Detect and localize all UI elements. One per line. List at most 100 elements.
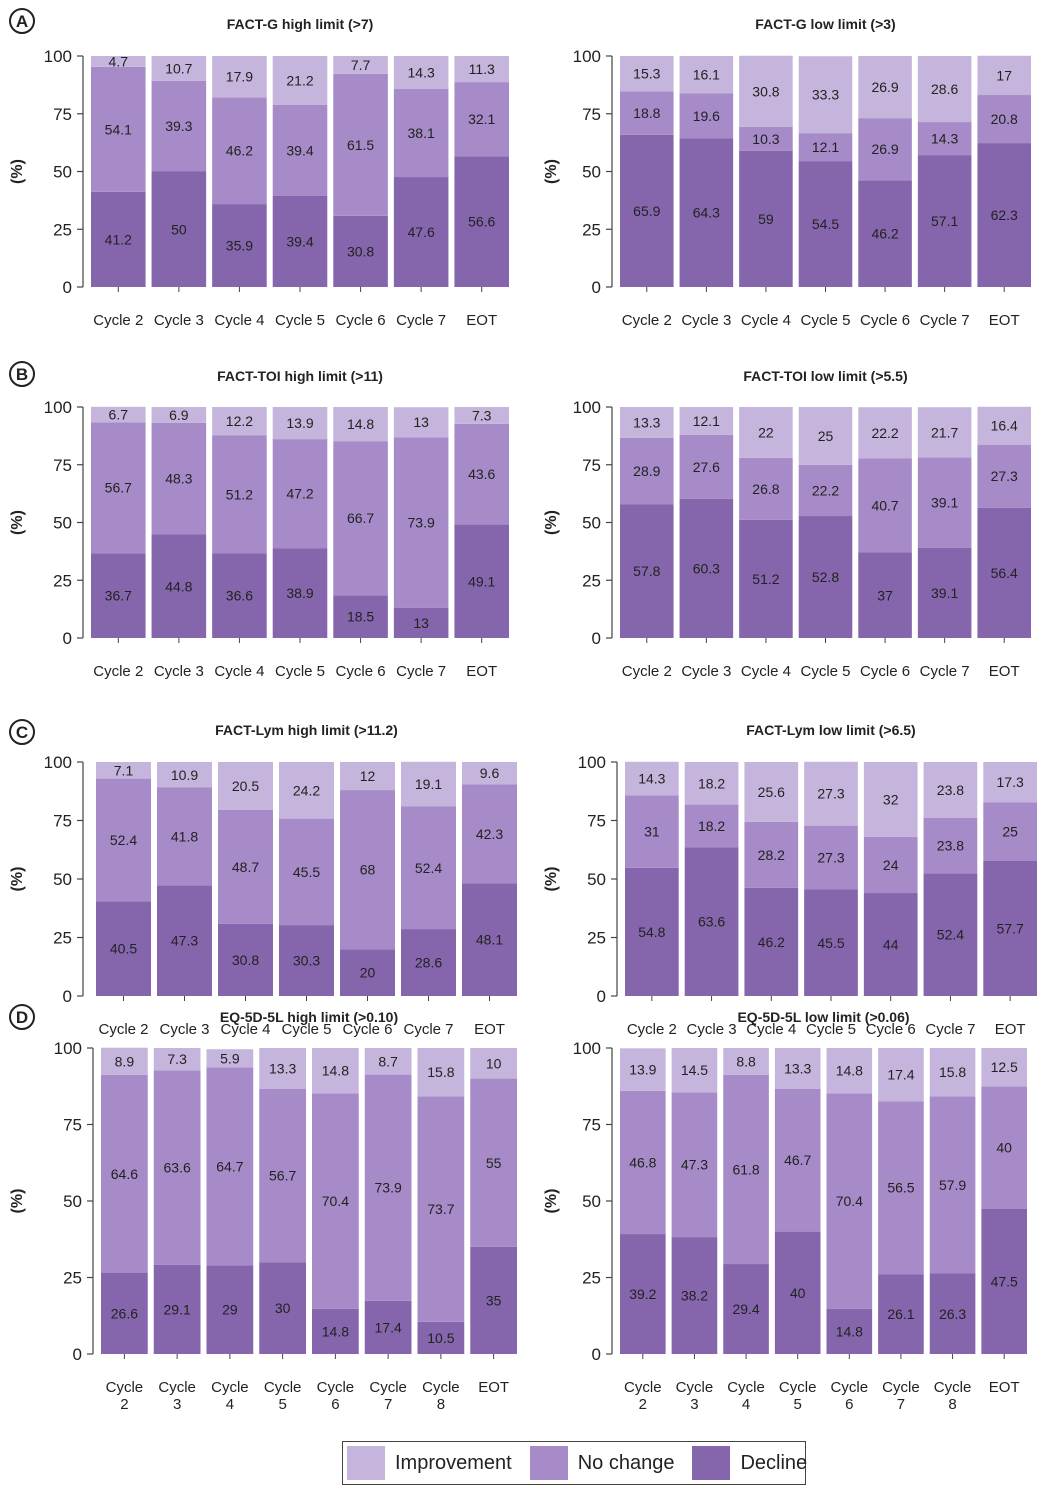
chart-1-bar-cycle-4-decline xyxy=(212,204,267,287)
chart-1-x-tick-label-cycle-5: Cycle 5 xyxy=(275,312,325,329)
chart-1-bar-cycle-5-improvement xyxy=(272,56,328,105)
chart-7-data-label-cycle-4-no-change: 64.7 xyxy=(216,1158,243,1174)
chart-6-data-label-cycle-3-no-change: 18.2 xyxy=(698,818,725,834)
chart-6-data-label-cycle-4-no-change: 28.2 xyxy=(758,847,785,863)
chart-6-data-label-cycle-4-improvement: 25.6 xyxy=(758,784,785,800)
chart-5-data-label-cycle-4-no-change: 48.7 xyxy=(232,859,259,875)
chart-8-bar-cycle-5-decline xyxy=(774,1231,821,1354)
chart-8-bar-cycle-6-improvement xyxy=(826,1048,873,1094)
chart-2-x-tick-label-cycle-6: Cycle 6 xyxy=(860,312,910,329)
chart-8-bar-cycle-2-decline xyxy=(620,1234,666,1354)
chart-8-bar-cycle-8-improvement xyxy=(929,1048,976,1097)
chart-1-x-tick-label-eot: EOT xyxy=(466,312,497,329)
chart-7-data-label-cycle-5-improvement: 13.3 xyxy=(269,1060,296,1076)
chart-8-bar-eot-no-change xyxy=(981,1086,1027,1209)
chart-2-bar-cycle-6-improvement xyxy=(858,56,912,119)
chart-4-data-label-eot-no-change: 27.3 xyxy=(991,468,1018,484)
chart-1-y-tick-label-75: 75 xyxy=(53,105,72,124)
chart-8-bar-cycle-3-no-change xyxy=(671,1092,718,1238)
chart-7-data-label-eot-improvement: 10 xyxy=(486,1055,502,1071)
chart-6-bar-cycle-4-improvement xyxy=(744,762,799,822)
chart-2-bar-cycle-3-improvement xyxy=(679,56,734,94)
chart-4-bar-cycle-3-decline xyxy=(679,498,734,638)
chart-7-bar-cycle-5-no-change xyxy=(259,1088,306,1263)
chart-3-bar-cycle-4-no-change xyxy=(212,435,267,554)
chart-6-data-label-cycle-5-no-change: 27.3 xyxy=(817,850,844,866)
chart-2-data-label-cycle-7-no-change: 14.3 xyxy=(931,131,958,147)
chart-8-y-tick-label-100: 100 xyxy=(573,1039,601,1058)
chart-6-bar-eot-decline xyxy=(983,860,1037,996)
chart-4-bar-cycle-7-no-change xyxy=(917,457,972,548)
chart-8-x-tick-label-cycle-8: Cycle 8 xyxy=(934,1379,972,1413)
chart-6-data-label-eot-no-change: 25 xyxy=(1002,824,1018,840)
chart-7-data-label-cycle-4-decline: 29 xyxy=(222,1302,238,1318)
chart-8-data-label-cycle-8-no-change: 57.9 xyxy=(939,1177,966,1193)
chart-2-bar-cycle-3-decline xyxy=(679,138,734,287)
chart-6-bar-eot-improvement xyxy=(983,762,1037,803)
chart-5-bar-cycle-3-no-change xyxy=(157,787,212,886)
chart-2-bar-cycle-3-no-change xyxy=(679,93,734,139)
chart-7-data-label-cycle-7-decline: 17.4 xyxy=(375,1319,402,1335)
chart-4-bar-cycle-3-improvement xyxy=(679,407,734,435)
chart-7-bar-eot-no-change xyxy=(470,1078,517,1247)
chart-4-x-tick-label-cycle-6: Cycle 6 xyxy=(860,663,910,680)
chart-7-bar-cycle-2-decline xyxy=(101,1272,148,1354)
chart-1-data-label-cycle-4-improvement: 17.9 xyxy=(226,69,253,85)
chart-4-data-label-cycle-4-no-change: 26.8 xyxy=(752,481,779,497)
chart-7-x-tick-label-cycle-7: Cycle 7 xyxy=(369,1379,407,1413)
chart-6-y-tick-label-75: 75 xyxy=(587,812,606,831)
chart-1-data-label-cycle-3-improvement: 10.7 xyxy=(165,60,192,76)
chart-6-bar-cycle-7-no-change xyxy=(923,817,978,874)
chart-2-data-label-eot-improvement: 17 xyxy=(996,67,1012,83)
chart-2-data-label-cycle-4-improvement: 30.8 xyxy=(752,83,779,99)
chart-8-data-label-eot-decline: 47.5 xyxy=(991,1273,1018,1289)
chart-1-data-label-eot-improvement: 11.3 xyxy=(469,61,495,77)
chart-5-data-label-cycle-2-improvement: 7.1 xyxy=(114,762,134,778)
chart-5-data-label-eot-improvement: 9.6 xyxy=(480,765,500,781)
chart-2-bar-cycle-7-decline xyxy=(917,155,972,287)
chart-4-y-tick-label-50: 50 xyxy=(582,514,601,533)
chart-1-bar-cycle-3-decline xyxy=(151,171,207,287)
chart-5-y-tick-label-100: 100 xyxy=(44,753,72,772)
chart-8-y-tick-label-50: 50 xyxy=(582,1192,601,1211)
panel-d-label: D xyxy=(16,1008,28,1027)
chart-7-title: EQ-5D-5L high limit (>0.10) xyxy=(220,1009,398,1025)
chart-4-bar-cycle-2-decline xyxy=(620,504,674,638)
chart-5-bar-cycle-3-improvement xyxy=(157,762,212,788)
chart-8-data-label-cycle-3-decline: 38.2 xyxy=(681,1288,708,1304)
chart-7-data-label-cycle-2-no-change: 64.6 xyxy=(111,1166,138,1182)
chart-5-data-label-cycle-7-improvement: 19.1 xyxy=(415,776,442,792)
chart-2-bar-cycle-2-no-change xyxy=(620,91,674,135)
chart-7-data-label-cycle-6-no-change: 70.4 xyxy=(322,1193,349,1209)
panel-a-label: A xyxy=(16,12,28,31)
chart-7-data-label-cycle-2-decline: 26.6 xyxy=(111,1305,138,1321)
chart-1-data-label-cycle-6-improvement: 7.7 xyxy=(351,57,371,73)
chart-6-data-label-cycle-7-no-change: 23.8 xyxy=(937,838,964,854)
chart-3-data-label-cycle-6-improvement: 14.8 xyxy=(347,416,374,432)
chart-1-bar-eot-improvement xyxy=(454,56,509,83)
chart-2-y-tick-label-75: 75 xyxy=(582,105,601,124)
chart-1-data-label-cycle-7-no-change: 38.1 xyxy=(408,125,435,141)
chart-5-y-tick-label-0: 0 xyxy=(63,987,72,1006)
chart-7-bar-cycle-8-improvement xyxy=(417,1048,465,1097)
chart-5-bar-eot-no-change xyxy=(462,784,517,884)
chart-4-data-label-cycle-6-improvement: 22.2 xyxy=(871,425,898,441)
chart-6-x-tick-label-cycle-4: Cycle 4 xyxy=(746,1021,796,1038)
chart-5-bar-cycle-2-decline xyxy=(96,901,151,996)
chart-3-y-tick-label-25: 25 xyxy=(53,571,72,590)
chart-2-y-label: (%) xyxy=(543,159,560,184)
chart-7-data-label-cycle-8-decline: 10.5 xyxy=(427,1330,454,1346)
legend-item-decline: Decline xyxy=(692,1446,807,1480)
chart-7-x-tick-label-cycle-3: Cycle 3 xyxy=(158,1379,196,1413)
chart-7-bar-cycle-3-improvement xyxy=(153,1048,201,1071)
chart-1-bar-cycle-5-no-change xyxy=(272,104,328,196)
chart-8-x-tick-label-cycle-7: Cycle 7 xyxy=(882,1379,920,1413)
chart-6-y-tick-label-50: 50 xyxy=(587,870,606,889)
chart-6-bar-cycle-7-improvement xyxy=(923,762,978,818)
chart-7-bar-cycle-3-no-change xyxy=(153,1070,201,1265)
chart-8-bar-cycle-2-no-change xyxy=(620,1090,666,1235)
chart-8-bar-cycle-2-improvement xyxy=(620,1048,666,1091)
chart-4-data-label-eot-decline: 56.4 xyxy=(991,565,1018,581)
chart-2-x-tick-label-cycle-7: Cycle 7 xyxy=(920,312,970,329)
